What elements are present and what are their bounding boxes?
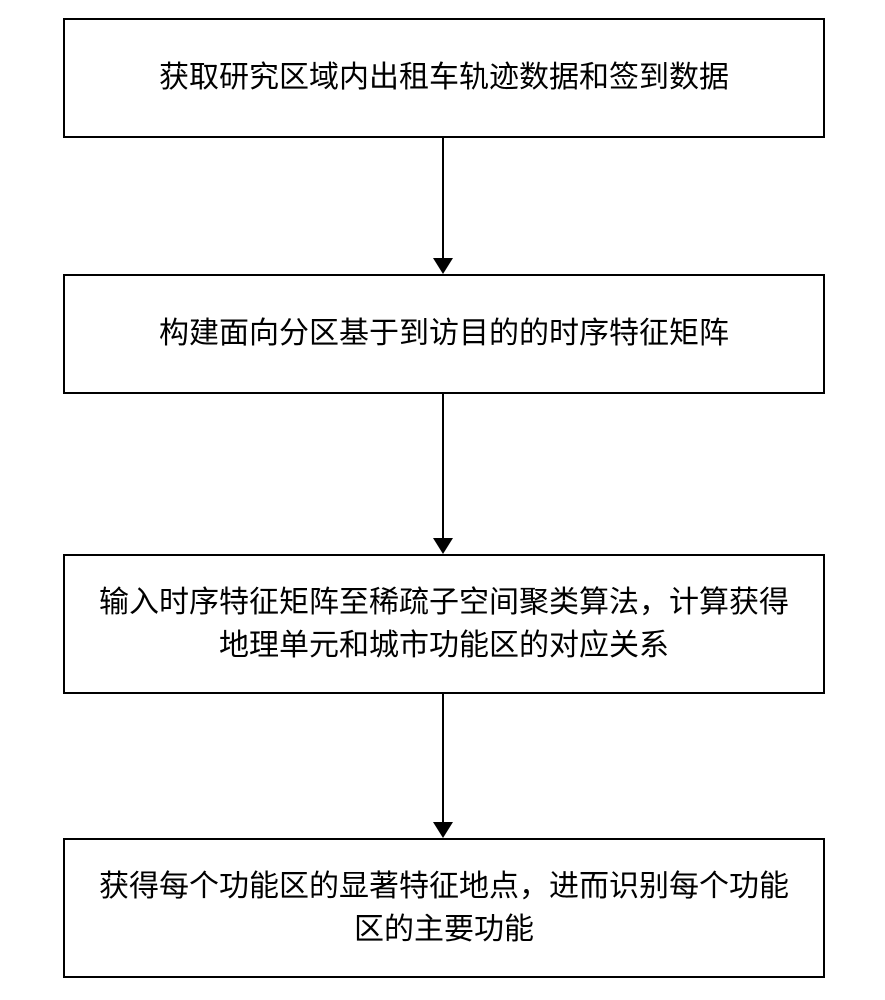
flowchart-container: 获取研究区域内出租车轨迹数据和签到数据 构建面向分区基于到访目的的时序特征矩阵 …: [0, 0, 885, 1000]
node-label: 获得每个功能区的显著特征地点，进而识别每个功能区的主要功能: [85, 865, 803, 952]
flowchart-arrow: [433, 138, 453, 274]
flowchart-node: 构建面向分区基于到访目的的时序特征矩阵: [63, 274, 825, 394]
flowchart-node: 获取研究区域内出租车轨迹数据和签到数据: [63, 18, 825, 138]
flowchart-arrow: [433, 694, 453, 838]
flowchart-node: 输入时序特征矩阵至稀疏子空间聚类算法，计算获得地理单元和城市功能区的对应关系: [63, 554, 825, 694]
flowchart-node: 获得每个功能区的显著特征地点，进而识别每个功能区的主要功能: [63, 838, 825, 978]
node-label: 输入时序特征矩阵至稀疏子空间聚类算法，计算获得地理单元和城市功能区的对应关系: [85, 581, 803, 668]
flowchart-arrow: [433, 394, 453, 554]
node-label: 构建面向分区基于到访目的的时序特征矩阵: [159, 312, 729, 356]
node-label: 获取研究区域内出租车轨迹数据和签到数据: [159, 56, 729, 100]
